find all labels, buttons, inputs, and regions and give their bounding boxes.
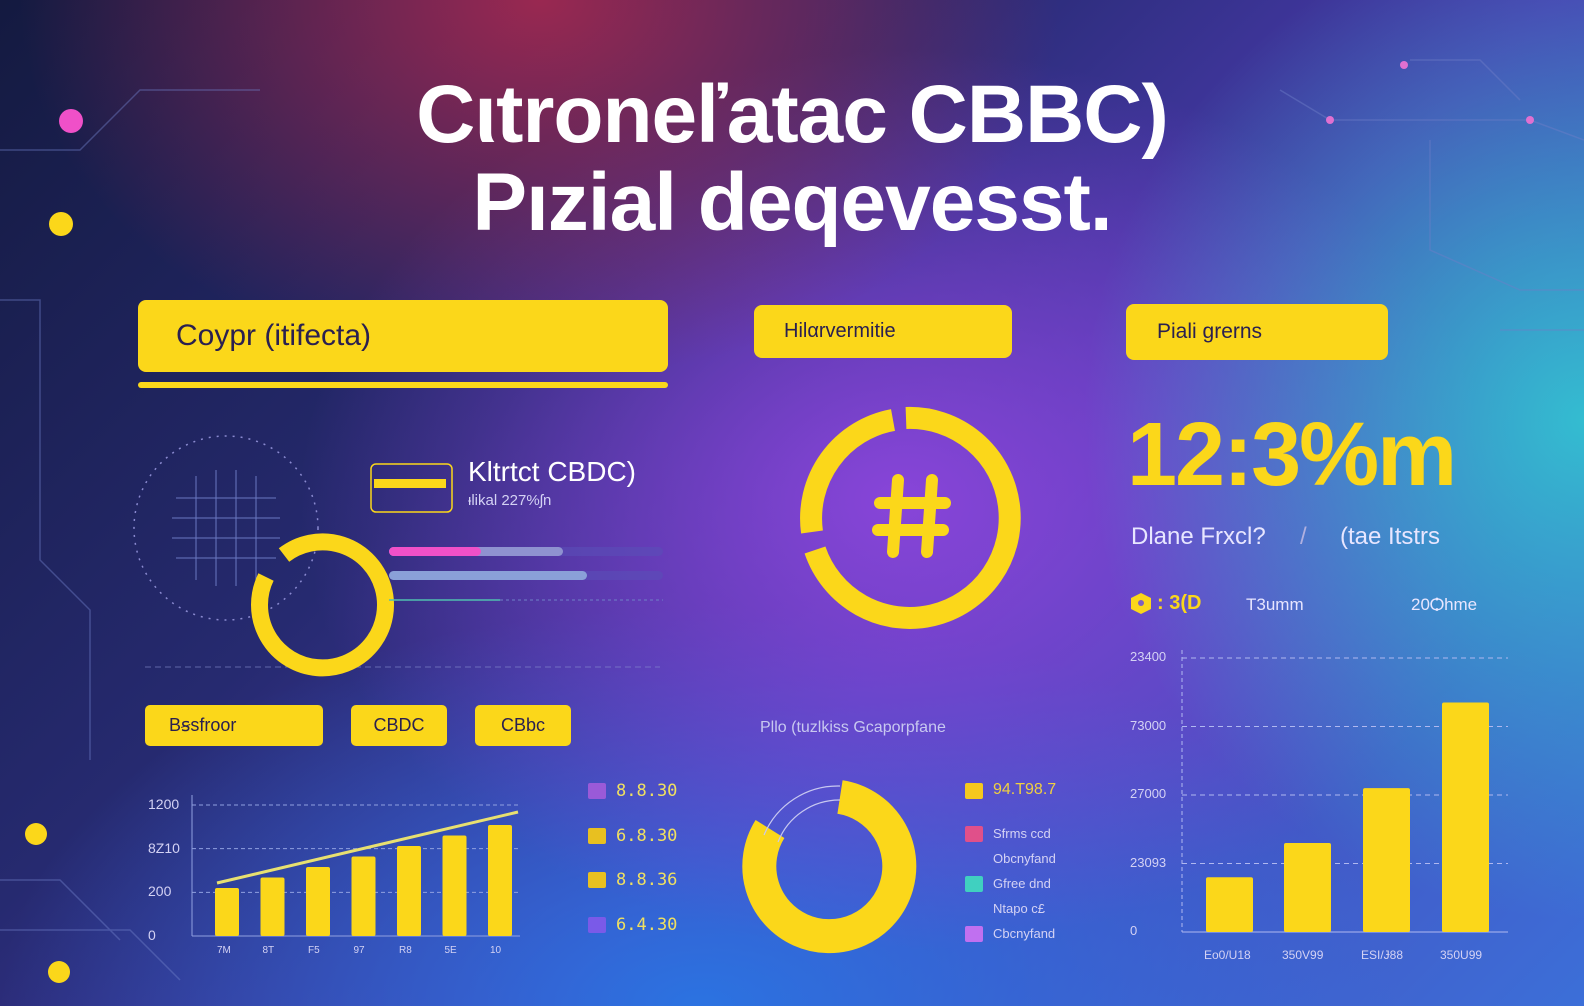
legend-swatch [588, 783, 606, 799]
y-tick-label: 1200 [148, 796, 180, 812]
x-tick-label: 8T [262, 945, 275, 956]
panel-right-header: Piali grerns [1126, 304, 1388, 360]
panel-right-header-label: Piali grerns [1157, 320, 1263, 343]
legend-swatch [965, 783, 983, 799]
legend-swatch [588, 827, 606, 844]
donut2-title: Pllo (tuzlkiss Gcaporpfane [760, 719, 946, 736]
y-tick-label: 73000 [1130, 717, 1167, 733]
y-tick-label: 27000 [1130, 786, 1167, 801]
hash-icon [872, 474, 951, 558]
filter-button-1[interactable]: Bꞩsfroor [145, 705, 323, 746]
card-title: Kltrtct CBDC) [468, 456, 636, 487]
panel-mid-header: Hilαrvermitie [754, 305, 1012, 358]
pink-dot [59, 109, 83, 133]
yellow-dot [25, 823, 47, 845]
x-tick-label: F5 [308, 945, 320, 956]
legend-swatch [588, 916, 606, 933]
x-tick-label: 350V99 [1282, 948, 1324, 962]
x-tick-label: 97 [353, 945, 365, 956]
bar [1206, 877, 1253, 932]
subtitle-b: (tae Itstrs [1340, 523, 1441, 550]
x-tick-label: 5E [444, 945, 457, 956]
y-tick-label: 0 [1130, 923, 1138, 938]
legend-label: Obcnyfand [993, 851, 1056, 866]
legend-label: 94.T98.7 [993, 781, 1057, 798]
bar [1442, 702, 1489, 932]
legend-label: Sfrms ccd [993, 826, 1051, 841]
yellow-dot [48, 961, 70, 983]
stat-mid: T3umm [1246, 595, 1304, 614]
bar [442, 835, 467, 936]
bar [397, 846, 421, 936]
credit-card-icon [370, 463, 453, 513]
filter-button-cbbc[interactable]: CBbc [475, 705, 571, 746]
x-tick-label: ESI/Ɉ88 [1361, 948, 1404, 962]
bar [351, 856, 376, 936]
legend-label: Ntapo c£ [993, 901, 1046, 916]
bar-chart-left [191, 795, 520, 937]
legend-label: 8.8.36 [616, 870, 678, 890]
legend-label: Gfree dnd [993, 876, 1051, 891]
subtitle-a: Dlane Frxcl? [1131, 523, 1266, 550]
x-tick-label: R8 [399, 945, 412, 956]
legend-label: 6.4.30 [616, 914, 678, 935]
legend-swatch [965, 926, 983, 942]
filter-button-cbdc[interactable]: CBDC [351, 705, 447, 746]
page-title-line2: Pızial deqevesst. [472, 157, 1112, 248]
coin-icon [1131, 593, 1151, 614]
bar-chart-right [1181, 650, 1508, 933]
legend-label: 8.8.30 [616, 781, 678, 801]
subtitle-separator: / [1300, 523, 1307, 550]
big-value: 12:3%m [1127, 405, 1457, 505]
x-tick-label: Eo0/U18 [1204, 948, 1251, 962]
legend-swatch [965, 876, 983, 892]
bar [1284, 842, 1331, 932]
page-title-line1: Cιtroneľatac CBBC) [416, 69, 1169, 160]
bar [1363, 788, 1410, 932]
bar [260, 877, 285, 936]
y-tick-label: 8Z10 [148, 839, 180, 856]
donut-chart-main [800, 406, 1021, 629]
panel-mid-header-label: Hilαrvermitie [784, 320, 896, 342]
bar [488, 825, 512, 936]
legend-swatch [588, 872, 606, 888]
stat-right: 20Ѻhme [1411, 595, 1478, 614]
stat-value: : 3(D [1157, 592, 1202, 614]
legend-swatch [965, 826, 983, 842]
legend-label: 6.8.30 [616, 825, 678, 846]
bar [215, 888, 239, 936]
gauge-icon [133, 435, 394, 677]
y-tick-label: 23400 [1130, 649, 1167, 664]
x-tick-label: 10 [490, 945, 502, 956]
x-tick-label: 350U99 [1440, 948, 1483, 962]
card-subtitle: ᵼlikal 227%ʃn [468, 492, 552, 509]
y-tick-label: 23093 [1130, 854, 1167, 870]
y-tick-label: 200 [148, 883, 172, 900]
legend-label: Cbcnyfand [993, 926, 1056, 941]
donut-chart-secondary [742, 780, 917, 954]
progress-bars [389, 547, 663, 601]
y-tick-label: 0 [148, 927, 156, 943]
yellow-dot [49, 212, 73, 236]
panel-left-header-label: Coypr (itifecta) [176, 319, 372, 352]
panel-left-header: Coypr (itifecta) [138, 300, 668, 372]
trend-line [216, 810, 519, 885]
bar [306, 867, 330, 936]
x-tick-label: 7M [217, 945, 231, 956]
divider [138, 382, 668, 388]
